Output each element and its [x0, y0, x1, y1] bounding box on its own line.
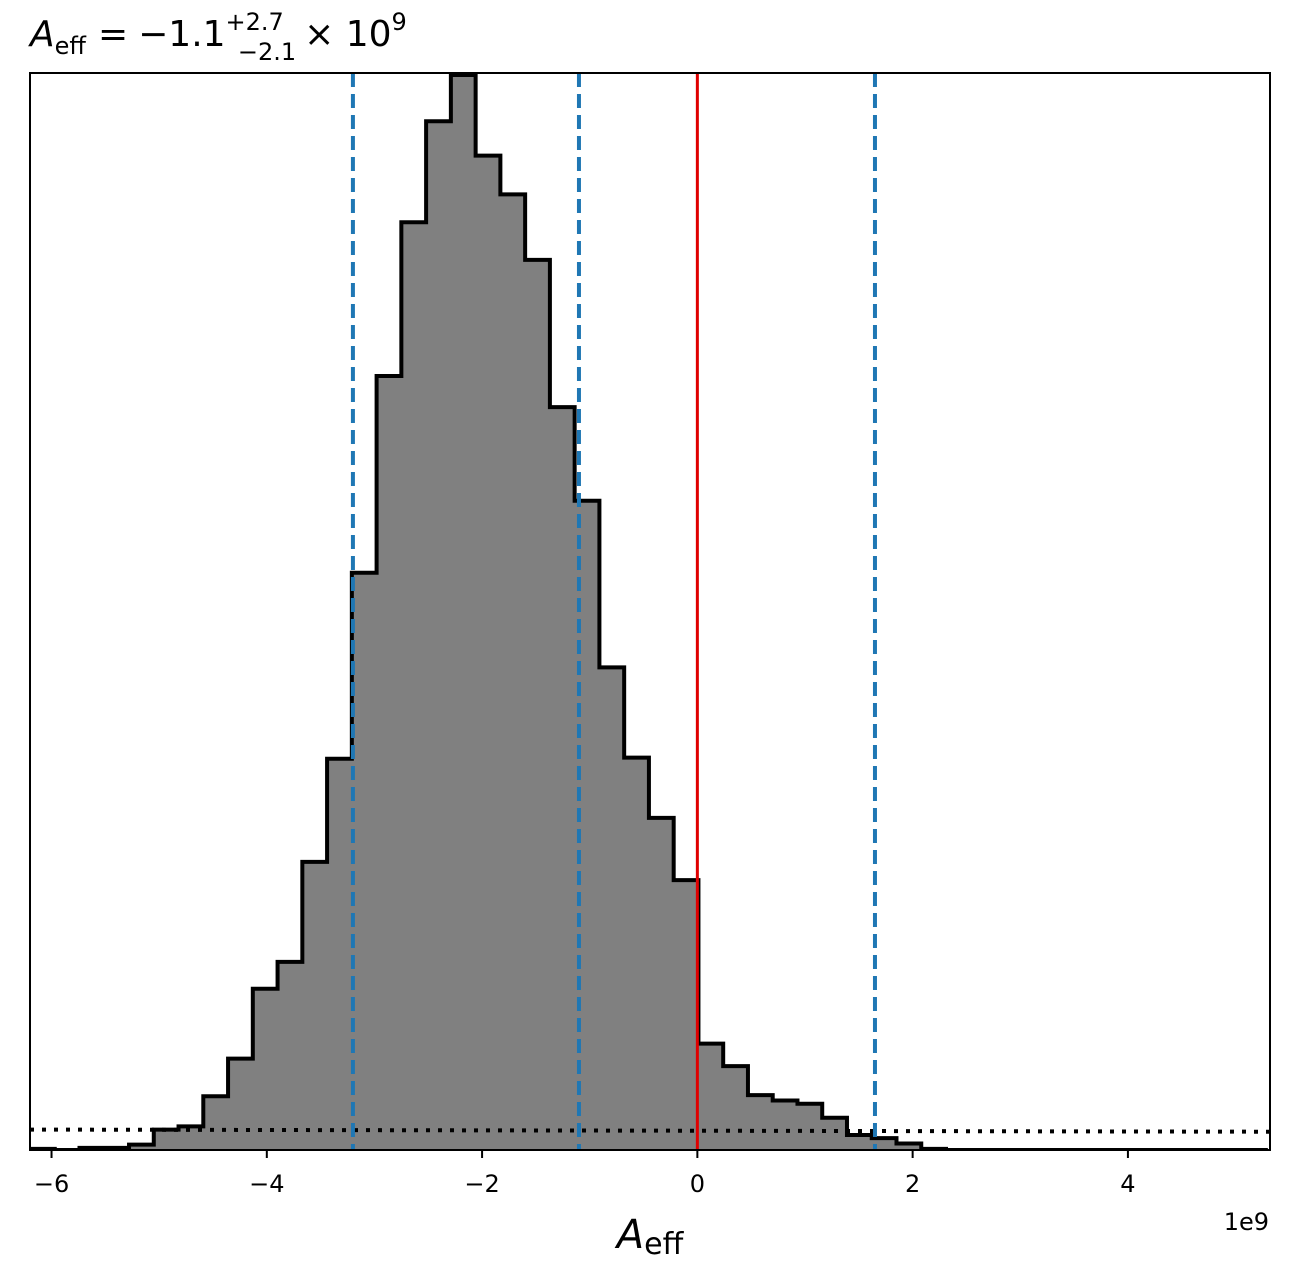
x-tick-label-3: 0 — [690, 1170, 705, 1198]
histogram-bar-30 — [773, 1101, 798, 1150]
histogram-bar-33 — [847, 1135, 872, 1150]
x-tick-label-4: 2 — [905, 1170, 920, 1198]
histogram-bar-27 — [698, 1044, 723, 1150]
histogram-bar-11 — [302, 862, 327, 1150]
x-offset-label: 1e9 — [1224, 1208, 1269, 1236]
x-tick-label-2: −2 — [464, 1170, 499, 1198]
title-times: × 10 — [304, 14, 391, 55]
x-tick-label-5: 4 — [1120, 1170, 1135, 1198]
x-tick-label-0: −6 — [34, 1170, 69, 1198]
histogram-bar-24 — [624, 758, 649, 1150]
histogram-bar-7 — [203, 1096, 228, 1150]
histogram-bar-5 — [154, 1130, 179, 1150]
title-minus-error: −2.1 — [238, 38, 296, 66]
histogram-bar-29 — [748, 1095, 773, 1150]
histogram-bar-19 — [500, 194, 525, 1150]
histogram-bar-32 — [822, 1118, 847, 1150]
histogram-bar-9 — [253, 989, 278, 1150]
title-exponent: 9 — [392, 8, 407, 36]
histogram-bar-20 — [525, 260, 550, 1150]
histogram-bar-10 — [278, 962, 303, 1150]
histogram-bar-18 — [476, 156, 501, 1150]
histogram-bar-13 — [352, 573, 377, 1150]
title-subscript: eff — [55, 32, 87, 60]
histogram-bar-14 — [377, 376, 402, 1150]
histogram-bar-26 — [674, 880, 699, 1150]
histogram-bar-17 — [451, 75, 476, 1150]
title-plus-error: +2.7 — [226, 8, 284, 36]
histogram-bar-23 — [599, 667, 624, 1150]
histogram-bar-25 — [649, 818, 674, 1150]
histogram-bar-31 — [797, 1104, 822, 1150]
x-tick-label-1: −4 — [249, 1170, 284, 1198]
histogram-bar-16 — [426, 121, 451, 1150]
histogram-bar-8 — [228, 1059, 253, 1150]
title-value: −1.1 — [138, 14, 225, 55]
xlabel-subscript: eff — [644, 1227, 684, 1262]
title-equals: = — [98, 14, 128, 55]
histogram-bar-28 — [723, 1066, 748, 1150]
histogram-bar-12 — [327, 759, 352, 1150]
title-symbol: A — [28, 14, 55, 55]
histogram-bar-21 — [550, 407, 575, 1150]
xlabel-symbol: A — [614, 1212, 644, 1258]
histogram-bar-15 — [401, 222, 426, 1150]
